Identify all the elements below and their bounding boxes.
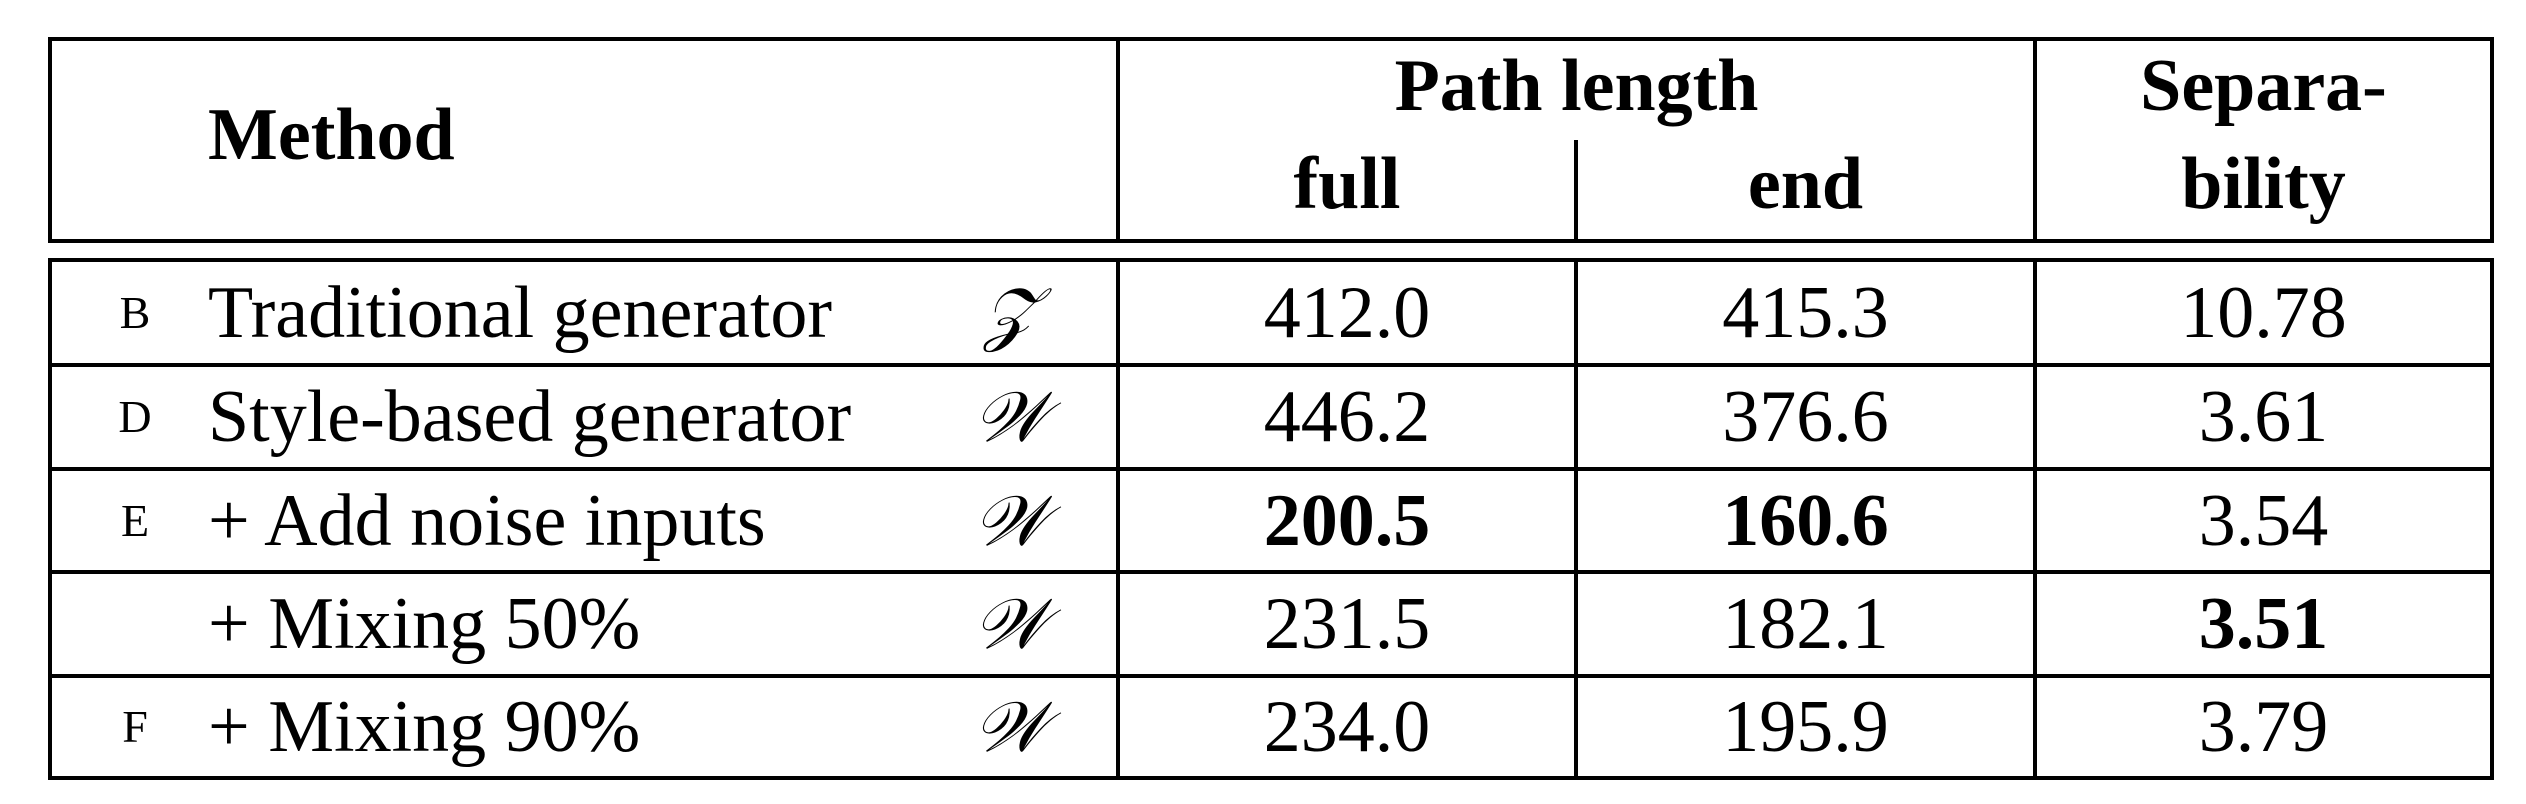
body-divider-method xyxy=(1116,258,1120,780)
row-divider xyxy=(48,570,2494,574)
table-body xyxy=(48,258,2494,780)
header-path-length: Path length xyxy=(1394,45,1759,127)
body-divider-separability xyxy=(2033,258,2037,780)
config-letter xyxy=(110,574,160,674)
row-divider xyxy=(48,467,2494,471)
separability-value: 3.79 xyxy=(2198,686,2329,768)
latent-space-symbol: 𝒲 xyxy=(973,376,1047,458)
config-letter: B xyxy=(119,286,151,338)
header-divider-full-end xyxy=(1574,140,1578,243)
method-name: + Add noise inputs xyxy=(208,479,766,562)
path-length-full: 412.0 xyxy=(1263,271,1431,354)
table-header xyxy=(48,37,2494,243)
separability-value: 3.61 xyxy=(2198,376,2329,458)
method-name: + Mixing 90% xyxy=(208,686,641,768)
header-divider-separability xyxy=(2033,37,2037,243)
header-separability-line1: Separa- xyxy=(2140,45,2387,127)
path-length-end: 415.3 xyxy=(1722,271,1889,354)
header-end: end xyxy=(1747,143,1864,225)
path-length-end: 195.9 xyxy=(1722,686,1889,768)
path-length-full: 446.2 xyxy=(1263,376,1431,458)
config-letter: D xyxy=(118,391,152,442)
header-method: Method xyxy=(208,94,455,176)
latent-space-symbol: 𝒲 xyxy=(973,479,1047,562)
latent-space-symbol: 𝒲 xyxy=(973,686,1047,768)
config-letter: F xyxy=(122,701,148,752)
latent-space-symbol: 𝒲 xyxy=(973,583,1047,665)
path-length-end: 182.1 xyxy=(1722,583,1889,665)
path-length-full: 234.0 xyxy=(1263,686,1431,768)
separability-value: 3.51 xyxy=(2198,583,2329,665)
method-name: + Mixing 50% xyxy=(208,583,641,665)
latent-space-symbol: 𝒵 xyxy=(983,271,1037,354)
separability-value: 10.78 xyxy=(2180,271,2347,354)
method-name: Style-based generator xyxy=(208,376,852,458)
path-length-end: 376.6 xyxy=(1722,376,1889,458)
config-letter: E xyxy=(120,494,150,546)
path-length-full: 200.5 xyxy=(1263,479,1431,562)
path-length-full: 231.5 xyxy=(1263,583,1431,665)
header-full: full xyxy=(1293,143,1401,225)
header-separability-line2: bility xyxy=(2181,143,2346,225)
row-divider xyxy=(48,363,2494,367)
header-divider-method xyxy=(1116,37,1120,243)
separability-value: 3.54 xyxy=(2198,479,2329,562)
path-length-end: 160.6 xyxy=(1722,479,1889,562)
method-name: Traditional generator xyxy=(208,271,833,354)
body-divider-full-end xyxy=(1574,258,1578,780)
row-divider xyxy=(48,674,2494,678)
